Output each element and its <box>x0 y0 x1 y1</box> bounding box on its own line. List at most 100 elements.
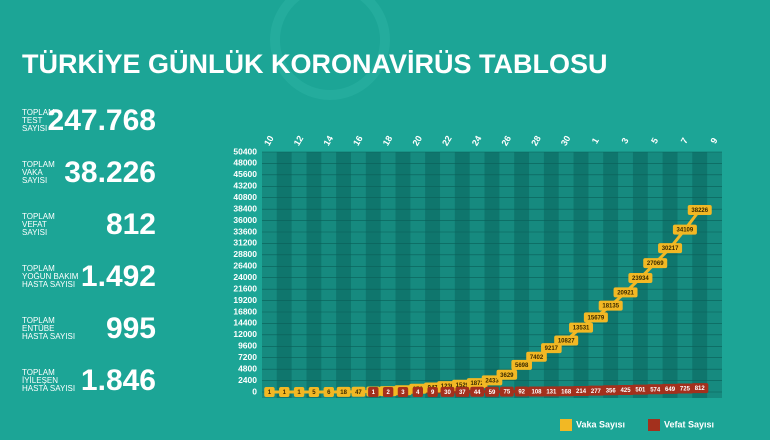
y-tick-label: 33600 <box>233 226 257 236</box>
data-label: 1 <box>297 390 301 396</box>
data-label: 2 <box>386 390 390 396</box>
data-label: 131 <box>546 389 557 395</box>
column-stripe <box>440 152 455 398</box>
y-tick-label: 12000 <box>233 329 257 339</box>
column-stripe <box>662 152 678 398</box>
y-tick-label: 38400 <box>233 203 257 213</box>
data-label: 2433 <box>485 378 499 384</box>
y-tick-label: 2400 <box>238 375 257 385</box>
data-label-box <box>691 383 709 394</box>
data-label: 5698 <box>515 363 529 369</box>
data-label-box <box>455 386 470 397</box>
data-label-box <box>382 386 394 397</box>
data-label-box <box>496 369 518 380</box>
stat-value: 1.492 <box>81 260 156 293</box>
column-stripe <box>677 152 693 398</box>
data-label-box <box>351 386 366 397</box>
y-tick-label: 14400 <box>233 318 257 328</box>
x-tick-label: 14 <box>321 134 335 148</box>
data-label: 3 <box>401 390 405 396</box>
column-stripe <box>276 152 292 398</box>
data-label: 34109 <box>677 228 694 234</box>
data-label: 18135 <box>602 304 619 310</box>
data-label: 27069 <box>647 261 664 267</box>
data-label-box <box>541 343 562 354</box>
data-label-box <box>279 386 290 397</box>
data-label: 812 <box>695 386 706 392</box>
column-stripe <box>306 152 322 398</box>
data-label: 356 <box>606 388 617 394</box>
data-label: 277 <box>591 389 602 395</box>
y-tick-label: 16800 <box>233 306 257 316</box>
data-label-box <box>554 335 579 346</box>
data-label-box <box>631 384 649 395</box>
data-label-box <box>672 224 697 235</box>
data-label: 214 <box>576 389 587 395</box>
column-stripe <box>514 152 530 398</box>
y-tick-label: 48000 <box>233 158 257 168</box>
x-tick-label: 18 <box>381 134 395 148</box>
data-label-box <box>485 386 499 397</box>
data-label: 20921 <box>617 290 634 296</box>
x-tick-label: 7 <box>679 136 690 145</box>
x-tick-label: 1 <box>590 136 601 145</box>
title: TÜRKİYE GÜNLÜK KORONAVİRÜS TABLOSU <box>22 49 608 79</box>
legend-label: Vefat Sayısı <box>664 419 714 429</box>
data-label: 4 <box>416 390 420 396</box>
data-label: 38226 <box>691 208 708 214</box>
column-stripe <box>380 152 396 398</box>
stat-label: ENTÜBE <box>22 324 54 333</box>
column-stripe <box>603 152 619 398</box>
data-label: 1 <box>283 390 287 396</box>
stat-label: TOPLAM <box>22 368 55 377</box>
data-label-box <box>676 383 694 394</box>
stat-label: TOPLAM <box>22 108 55 117</box>
data-label: 6 <box>327 390 331 396</box>
column-stripe <box>707 152 722 398</box>
column-stripe <box>692 152 708 398</box>
data-label-box <box>598 300 623 311</box>
y-tick-label: 19200 <box>233 295 257 305</box>
column-stripe <box>484 152 500 398</box>
stat-value: 995 <box>106 312 156 345</box>
data-label-box <box>526 351 547 362</box>
stat-label: HASTA SAYISI <box>22 384 75 393</box>
data-label: 3629 <box>500 373 514 379</box>
data-label: 37 <box>459 390 466 396</box>
data-label: 59 <box>489 390 496 396</box>
x-tick-label: 26 <box>499 134 513 148</box>
data-label: 7402 <box>530 355 544 361</box>
data-label: 75 <box>503 390 510 396</box>
data-label-box <box>499 386 514 397</box>
stat-value: 1.846 <box>81 364 156 397</box>
stat-label: SAYISI <box>22 176 47 185</box>
data-label: 725 <box>680 387 691 393</box>
column-stripe <box>365 152 381 398</box>
data-label-box <box>323 386 334 397</box>
data-label: 501 <box>635 388 646 394</box>
x-tick-label: 28 <box>529 134 543 148</box>
y-tick-label: 24000 <box>233 272 257 282</box>
data-label: 9217 <box>545 346 559 352</box>
column-stripe <box>351 152 366 398</box>
data-label-box <box>602 385 620 396</box>
data-label: 425 <box>621 388 632 394</box>
data-label: 18 <box>340 390 347 396</box>
chart: 0240048007200960012000144001680019200216… <box>233 134 722 431</box>
data-label: 5 <box>312 390 316 396</box>
data-label-box <box>643 258 668 269</box>
data-label-box <box>661 383 679 394</box>
data-label: 168 <box>561 389 572 395</box>
stat-label: VAKA <box>22 168 43 177</box>
data-label-box <box>336 386 351 397</box>
stat-value: 812 <box>106 208 156 241</box>
column-stripe <box>291 152 307 398</box>
data-label: 92 <box>518 390 525 396</box>
data-label-box <box>542 386 560 397</box>
column-stripe <box>469 152 485 398</box>
data-label-box <box>427 386 438 397</box>
data-label-box <box>658 243 683 254</box>
